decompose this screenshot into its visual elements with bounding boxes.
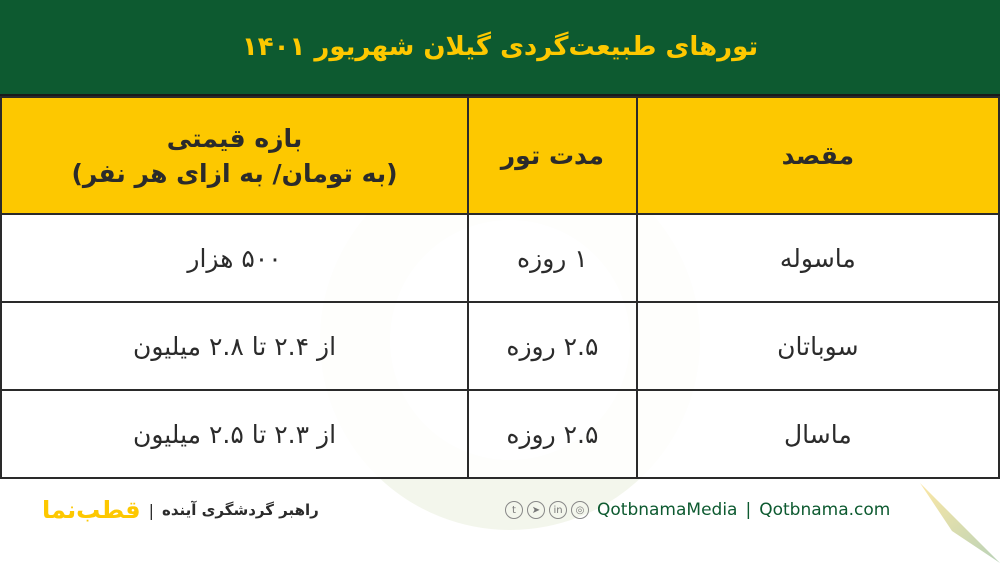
- decorative-shape: [920, 483, 1000, 563]
- cell-duration: ۱ روزه: [467, 213, 638, 303]
- cell-price: از ۲.۴ تا ۲.۸ میلیون: [0, 301, 470, 391]
- table-row: ماسال ۲.۵ روزه از ۲.۳ تا ۲.۵ میلیون: [0, 389, 1000, 479]
- footer-divider: |: [148, 500, 155, 520]
- cell-price: از ۲.۳ تا ۲.۵ میلیون: [0, 389, 470, 479]
- footer-links: t ➤ in ◎ QotbnamaMedia | Qotbnama.com: [505, 495, 890, 525]
- cell-duration: ۲.۵ روزه: [467, 301, 638, 391]
- cell-duration: ۲.۵ روزه: [467, 389, 638, 479]
- header-destination: مقصد: [635, 96, 1000, 215]
- page-title: تورهای طبیعت‌گردی گیلان شهریور ۱۴۰۱: [0, 0, 1000, 96]
- header-price-unit: (به تومان/ به ازای هر نفر): [71, 158, 398, 188]
- website-link[interactable]: Qotbnama.com: [759, 500, 891, 520]
- footer-brand: قطب‌نما | راهبر گردشگری آینده: [42, 495, 319, 525]
- tours-table: مقصد مدت تور بازه قیمتی (به تومان/ به ازا…: [0, 96, 1000, 479]
- header-duration: مدت تور: [467, 96, 638, 215]
- instagram-icon[interactable]: ◎: [571, 501, 589, 519]
- header-price: بازه قیمتی (به تومان/ به ازای هر نفر): [0, 96, 470, 215]
- footer-separator: |: [745, 500, 752, 520]
- telegram-icon[interactable]: ➤: [527, 501, 545, 519]
- qotbnama-logo: قطب‌نما: [42, 496, 141, 524]
- header-price-label: بازه قیمتی: [166, 123, 303, 153]
- cell-destination: سوباتان: [635, 301, 1000, 391]
- twitter-icon[interactable]: t: [505, 501, 523, 519]
- header-row: مقصد مدت تور بازه قیمتی (به تومان/ به ازا…: [0, 96, 1000, 215]
- cell-price: ۵۰۰ هزار: [0, 213, 470, 303]
- tagline: راهبر گردشگری آینده: [162, 501, 319, 519]
- linkedin-icon[interactable]: in: [549, 501, 567, 519]
- cell-destination: ماسال: [635, 389, 1000, 479]
- table-row: سوباتان ۲.۵ روزه از ۲.۴ تا ۲.۸ میلیون: [0, 301, 1000, 391]
- table-row: ماسوله ۱ روزه ۵۰۰ هزار: [0, 213, 1000, 303]
- cell-destination: ماسوله: [635, 213, 1000, 303]
- social-handle[interactable]: QotbnamaMedia: [597, 500, 738, 520]
